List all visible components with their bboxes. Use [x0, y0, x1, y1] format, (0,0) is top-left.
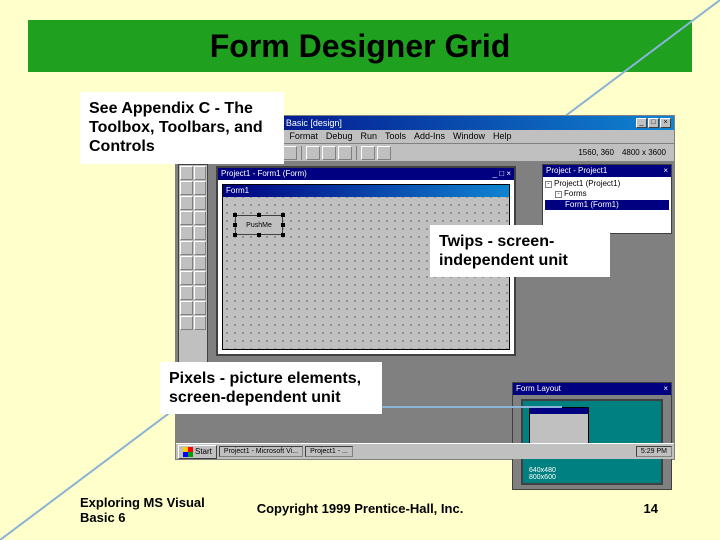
tree-form-label: Form1 (Form1): [565, 200, 619, 210]
mini-titlebar: [530, 408, 588, 414]
tree-folder-label: Forms: [564, 189, 587, 199]
tree-root-label: Project1 (Project1): [554, 179, 620, 189]
tool-drive[interactable]: [194, 256, 207, 270]
menu-window[interactable]: Window: [453, 131, 485, 142]
button-caption: PushMe: [246, 222, 272, 229]
tool-frame[interactable]: [180, 196, 193, 210]
layout-mini-form[interactable]: [529, 407, 589, 447]
form-window-controls: _ □ ×: [493, 169, 511, 179]
callout-connector-line: [0, 0, 170, 70]
taskbar-item[interactable]: Project1 - ...: [305, 446, 353, 457]
tool-checkbox[interactable]: [180, 211, 193, 225]
tool-timer[interactable]: [180, 256, 193, 270]
windows-taskbar: Start Project1 - Microsoft Vi... Project…: [176, 443, 674, 459]
tool-generic[interactable]: [194, 316, 207, 330]
close-icon[interactable]: ×: [660, 118, 671, 128]
tool-hscroll[interactable]: [180, 241, 193, 255]
form-window-title-text: Project1 - Form1 (Form): [221, 169, 307, 179]
project-panel-titlebar: Project - Project1 ×: [543, 165, 671, 177]
callout-appendix: See Appendix C - The Toolbox, Toolbars, …: [80, 92, 284, 164]
tool-ole[interactable]: [180, 316, 193, 330]
menu-tools[interactable]: Tools: [385, 131, 406, 142]
resize-handle[interactable]: [281, 223, 285, 227]
toolbar-button[interactable]: [338, 146, 352, 160]
layout-panel-title-text: Form Layout: [516, 384, 561, 394]
callout-pixels: Pixels - picture elements, screen-depend…: [160, 362, 382, 414]
form-window-titlebar: Project1 - Form1 (Form) _ □ ×: [218, 168, 514, 180]
layout-resolution: 640x480 800x600: [529, 467, 556, 481]
tool-listbox[interactable]: [194, 226, 207, 240]
menu-debug[interactable]: Debug: [326, 131, 353, 142]
tool-file[interactable]: [194, 271, 207, 285]
window-controls: _ □ ×: [636, 118, 671, 128]
resize-handle[interactable]: [257, 233, 261, 237]
resolution-1: 640x480: [529, 467, 556, 474]
toolbox-panel: [178, 164, 208, 384]
taskbar-item[interactable]: Project1 - Microsoft Vi...: [219, 446, 303, 457]
command-button-control[interactable]: PushMe: [235, 215, 283, 235]
resolution-2: 800x600: [529, 474, 556, 481]
tool-shape[interactable]: [180, 286, 193, 300]
resize-handle[interactable]: [233, 223, 237, 227]
close-icon[interactable]: ×: [663, 384, 668, 394]
tree-folder[interactable]: -Forms: [545, 189, 669, 199]
layout-screen-preview: 640x480 800x600: [521, 399, 663, 485]
footer-copyright: Copyright 1999 Prentice-Hall, Inc.: [0, 501, 720, 516]
project-explorer-panel: Project - Project1 × -Project1 (Project1…: [542, 164, 672, 234]
slide-number: 14: [644, 501, 658, 516]
start-button[interactable]: Start: [178, 445, 217, 459]
resize-handle[interactable]: [281, 213, 285, 217]
toolbar-separator: [356, 146, 357, 160]
resize-handle[interactable]: [233, 213, 237, 217]
minimize-icon[interactable]: _: [636, 118, 647, 128]
tool-option[interactable]: [194, 211, 207, 225]
tool-data[interactable]: [194, 301, 207, 315]
close-icon[interactable]: ×: [663, 166, 668, 176]
menu-format[interactable]: Format: [289, 131, 318, 142]
menu-help[interactable]: Help: [493, 131, 512, 142]
resize-handle[interactable]: [257, 213, 261, 217]
project-panel-title-text: Project - Project1: [546, 166, 607, 176]
toolbar-button[interactable]: [361, 146, 375, 160]
tool-combobox[interactable]: [180, 226, 193, 240]
tool-label[interactable]: [180, 181, 193, 195]
windows-logo-icon: [183, 447, 193, 457]
tool-dir[interactable]: [180, 271, 193, 285]
toolbar-separator: [301, 146, 302, 160]
form-titlebar: Form1: [223, 185, 509, 197]
toolbar-button[interactable]: [283, 146, 297, 160]
callout-twips: Twips - screen-independent unit: [430, 225, 610, 277]
maximize-icon[interactable]: □: [648, 118, 659, 128]
tool-picturebox[interactable]: [194, 166, 207, 180]
menu-addins[interactable]: Add-Ins: [414, 131, 445, 142]
toolbar-button[interactable]: [306, 146, 320, 160]
start-label: Start: [195, 447, 212, 456]
tool-line[interactable]: [194, 286, 207, 300]
menu-run[interactable]: Run: [360, 131, 377, 142]
callout-connector-line: [382, 406, 562, 408]
form-layout-panel: Form Layout × 640x480 800x600: [512, 382, 672, 490]
toolbar-button[interactable]: [322, 146, 336, 160]
resize-handle[interactable]: [281, 233, 285, 237]
toolbar-button[interactable]: [377, 146, 391, 160]
form-title-text: Form1: [226, 186, 249, 195]
system-tray-clock: 5:29 PM: [636, 446, 672, 457]
coordinate-display: 1560, 360 4800 x 3600: [578, 148, 670, 157]
layout-panel-titlebar: Form Layout ×: [513, 383, 671, 395]
tree-form-item[interactable]: Form1 (Form1): [545, 200, 669, 210]
resize-handle[interactable]: [233, 233, 237, 237]
position-readout: 1560, 360: [578, 148, 614, 157]
tree-root[interactable]: -Project1 (Project1): [545, 179, 669, 189]
tool-textbox[interactable]: [194, 181, 207, 195]
tool-vscroll[interactable]: [194, 241, 207, 255]
tool-image[interactable]: [180, 301, 193, 315]
tool-pointer[interactable]: [180, 166, 193, 180]
tool-button[interactable]: [194, 196, 207, 210]
size-readout: 4800 x 3600: [622, 148, 666, 157]
